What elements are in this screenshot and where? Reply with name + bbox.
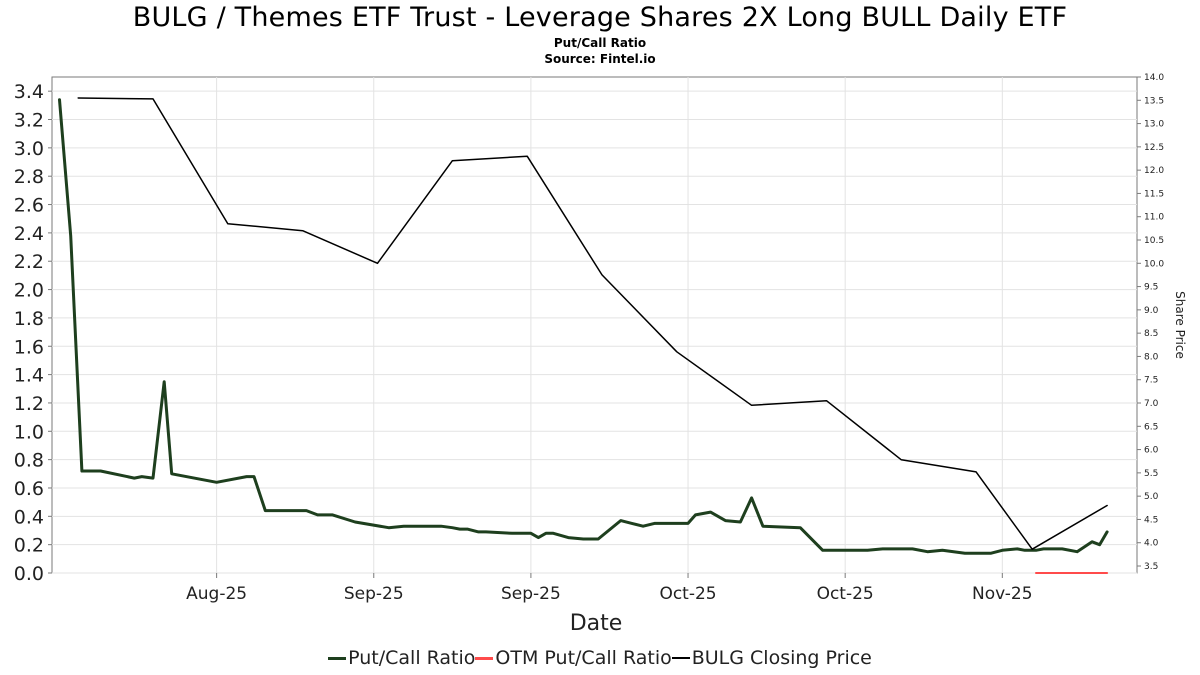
left-tick-label: 0.8 (14, 450, 44, 472)
legend-label: Put/Call Ratio (348, 647, 476, 669)
series-lines (58, 97, 1109, 574)
right-tick-label: 8.5 (1144, 329, 1158, 339)
left-tick-label: 1.0 (14, 421, 44, 443)
legend-label: BULG Closing Price (691, 647, 872, 669)
series-line-put-call-ratio (58, 98, 1109, 555)
right-tick-label: 4.0 (1144, 539, 1159, 549)
right-tick-label: 13.5 (1144, 96, 1164, 106)
x-tick-label: Aug-25 (186, 584, 247, 604)
right-tick-label: 6.5 (1144, 422, 1158, 432)
right-tick-label: 9.5 (1144, 283, 1158, 293)
legend-item-put-call-ratio: Put/Call Ratio (328, 647, 475, 669)
chart-title: BULG / Themes ETF Trust - Leverage Share… (132, 2, 1068, 33)
left-tick-label: 1.2 (14, 393, 44, 415)
legend-swatch (475, 656, 494, 660)
right-tick-label: 11.0 (1144, 213, 1164, 223)
x-tick-label: Sep-25 (501, 584, 561, 604)
left-tick-label: 0.0 (14, 563, 44, 585)
legend-swatch (671, 657, 690, 659)
left-tick-label: 3.4 (14, 81, 44, 103)
right-axis-label: Share Price (1173, 291, 1187, 359)
x-tick-label: Sep-25 (344, 584, 404, 604)
right-tick-label: 14.0 (1144, 73, 1164, 83)
legend-item-otm-put-call-ratio: OTM Put/Call Ratio (475, 647, 672, 669)
right-tick-label: 8.0 (1144, 352, 1159, 362)
chart-subtitle: Put/Call Ratio (553, 36, 647, 50)
x-axis: Aug-25 Sep-25 Sep-25 Oct-25 Oct-25 Nov-25 (186, 573, 1033, 604)
x-tick-label: Nov-25 (972, 584, 1033, 604)
left-tick-label: 0.2 (14, 535, 44, 557)
right-tick-label: 7.0 (1144, 399, 1159, 409)
x-tick-label: Oct-25 (659, 584, 716, 604)
right-tick-label: 13.0 (1144, 120, 1164, 130)
left-tick-label: 1.4 (14, 365, 44, 387)
left-tick-label: 2.0 (14, 280, 44, 302)
left-tick-label: 1.8 (14, 308, 44, 330)
right-tick-label: 12.0 (1144, 166, 1164, 176)
right-tick-label: 3.5 (1144, 562, 1158, 572)
right-axis: 3.5 4.0 4.5 5.0 5.5 6.0 6.5 7.0 7.5 8.0 8.5 9.0 9.5 1… (1137, 73, 1164, 572)
right-tick-label: 10.0 (1144, 259, 1164, 269)
legend-label: OTM Put/Call Ratio (495, 647, 672, 669)
right-tick-label: 6.0 (1144, 446, 1159, 456)
left-tick-label: 0.4 (14, 506, 44, 528)
plot-area (51, 76, 1138, 574)
right-tick-label: 12.5 (1144, 143, 1164, 153)
left-tick-label: 3.0 (14, 138, 44, 160)
right-tick-label: 5.5 (1144, 469, 1158, 479)
left-tick-label: 2.6 (14, 195, 44, 217)
right-tick-label: 10.5 (1144, 236, 1164, 246)
x-axis-label: Date (570, 611, 623, 636)
right-tick-label: 11.5 (1144, 189, 1164, 199)
left-tick-label: 0.6 (14, 478, 44, 500)
series-line-bulg-closing-price (77, 97, 1108, 550)
x-tick-label: Oct-25 (817, 584, 874, 604)
left-tick-label: 2.4 (14, 223, 44, 245)
right-tick-label: 9.0 (1144, 306, 1159, 316)
left-tick-label: 1.6 (14, 336, 44, 358)
left-tick-label: 2.8 (14, 166, 44, 188)
legend-swatch (328, 656, 347, 660)
legend: Put/Call Ratio OTM Put/Call Ratio BULG Clo… (0, 647, 1200, 669)
left-axis: 0.0 0.2 0.4 0.6 0.8 1.0 1.2 1.4 1.6 1.8 2.0 2.2 2.4 2… (14, 81, 52, 585)
grid-lines (52, 77, 1137, 574)
right-tick-label: 5.0 (1144, 492, 1159, 502)
right-tick-label: 7.5 (1144, 376, 1158, 386)
chart-source: Source: Fintel.io (544, 52, 656, 66)
left-tick-label: 2.2 (14, 251, 44, 273)
legend-item-bulg-closing-price: BULG Closing Price (671, 647, 872, 669)
left-tick-label: 3.2 (14, 110, 44, 132)
right-tick-label: 4.5 (1144, 515, 1158, 525)
